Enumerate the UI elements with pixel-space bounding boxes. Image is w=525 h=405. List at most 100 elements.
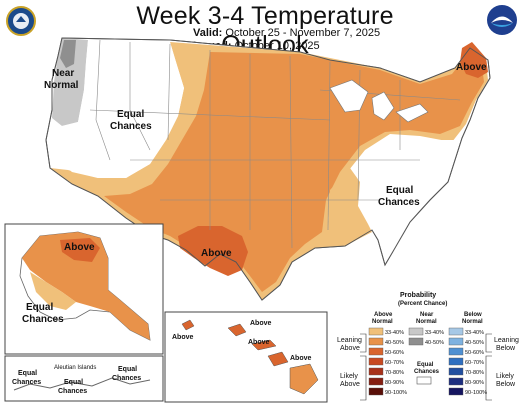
legend-likely-below-2: Below <box>496 381 516 388</box>
label-hawaii-above-3: Above <box>248 339 270 346</box>
legend-above-swatch-3 <box>368 357 384 366</box>
legend-above-label-6: 90-100% <box>385 390 407 396</box>
legend-above-swatch-0 <box>368 327 384 336</box>
label-equal-west-1: Equal <box>117 109 144 120</box>
legend-near-swatch-1 <box>408 337 424 346</box>
hawaii-maui <box>267 351 289 367</box>
label-alaska-equal-1: Equal <box>26 302 53 313</box>
label-above-texas: Above <box>201 248 232 259</box>
valid-line: Valid: October 25 - November 7, 2025 <box>193 27 380 39</box>
legend-near-header-2: Normal <box>416 319 437 325</box>
legend-below-label-2: 50-60% <box>465 350 484 356</box>
legend-above-swatch-2 <box>368 347 384 356</box>
legend-above-label-0: 33-40% <box>385 330 404 336</box>
legend-above-label-1: 40-50% <box>385 340 404 346</box>
legend: Probability (Percent Chance) Above Norma… <box>337 292 519 401</box>
equal-chances-east-region <box>358 140 456 262</box>
state-boundaries <box>89 39 461 249</box>
legend-below-label-5: 80-90% <box>465 380 484 386</box>
legend-above-header-2: Normal <box>372 319 393 325</box>
alaska-above-50-60 <box>60 238 100 262</box>
near-normal-33-40-region <box>52 38 88 126</box>
legend-bracket-leaning-below <box>485 333 492 353</box>
legend-near-label-1: 40-50% <box>425 340 444 346</box>
above-50-60-maine <box>460 42 488 78</box>
legend-below-label-0: 33-40% <box>465 330 484 336</box>
alaska-above-40-50 <box>22 232 150 340</box>
legend-title-1: Probability <box>400 292 436 299</box>
legend-likely-above-1: Likely <box>340 373 358 380</box>
hawaii-oahu <box>227 323 247 337</box>
above-50-60-texas <box>178 226 248 276</box>
legend-leaning-above-2: Above <box>340 345 360 352</box>
label-near-normal-1: Near <box>52 68 74 79</box>
doc-seal-logo <box>6 6 36 36</box>
label-equal-west-2: Chances <box>110 121 152 132</box>
valid-dates: October 25 - November 7, 2025 <box>225 27 381 39</box>
legend-below-swatch-4 <box>448 367 464 376</box>
legend-below-swatch-1 <box>448 337 464 346</box>
legend-above-label-2: 50-60% <box>385 350 404 356</box>
label-hawaii-above-2: Above <box>250 320 272 327</box>
legend-equal-2: Chances <box>414 369 440 375</box>
hawaii-big-island <box>289 363 319 395</box>
legend-below-label-6: 90-100% <box>465 390 487 396</box>
legend-below-label-3: 60-70% <box>465 360 484 366</box>
legend-below-label-1: 40-50% <box>465 340 484 346</box>
legend-above-label-3: 60-70% <box>385 360 404 366</box>
label-aleutian-equal-b2: Chances <box>58 388 87 395</box>
legend-equal-1: Equal <box>417 362 434 368</box>
label-near-normal-2: Normal <box>44 80 79 91</box>
label-alaska-above: Above <box>64 242 95 253</box>
legend-title-2: (Percent Chance) <box>398 301 447 307</box>
above-swatches: 33-40% 40-50% 50-60% 60-70% 70-80% 80-90% 90-1… <box>368 327 407 396</box>
equal-chances-west-region <box>56 40 184 178</box>
legend-leaning-below-2: Below <box>496 345 516 352</box>
legend-above-swatch-1 <box>368 337 384 346</box>
label-aleutian-equal-a1: Equal <box>18 370 37 377</box>
label-above-maine: Above <box>456 62 487 73</box>
noaa-logo <box>487 5 517 35</box>
legend-below-header-2: Normal <box>462 319 483 325</box>
legend-near-header-1: Near <box>420 312 434 318</box>
legend-likely-below-1: Likely <box>496 373 514 380</box>
seal-icon <box>13 13 29 29</box>
legend-above-swatch-6 <box>368 387 384 396</box>
label-alaska-equal-2: Chances <box>22 314 64 325</box>
valid-label: Valid: <box>193 27 223 39</box>
legend-bracket-likely-above <box>360 355 367 401</box>
aleutian-inset-frame <box>4 355 164 402</box>
aleutian-chain <box>13 377 151 391</box>
legend-likely-above-2: Above <box>340 381 360 388</box>
legend-bracket-likely-below <box>485 355 492 401</box>
label-aleutian-equal-a2: Chances <box>12 379 41 386</box>
below-swatches: 33-40% 40-50% 50-60% 60-70% 70-80% 80-90% 90-1… <box>448 327 487 396</box>
near-normal-40-50-region <box>60 40 76 68</box>
legend-above-label-4: 70-80% <box>385 370 404 376</box>
noaa-bird-icon <box>488 6 516 34</box>
label-aleutian-title: Aleutian Islands <box>54 365 96 371</box>
legend-below-swatch-3 <box>448 357 464 366</box>
label-hawaii-above-1: Above <box>172 334 194 341</box>
legend-leaning-below-1: Leaning <box>494 337 519 344</box>
legend-near-swatch-0 <box>408 327 424 336</box>
legend-below-swatch-5 <box>448 377 464 386</box>
legend-leaning-above-1: Leaning <box>337 337 362 344</box>
label-equal-east-1: Equal <box>386 185 413 196</box>
legend-below-swatch-6 <box>448 387 464 396</box>
near-swatches: 33-40% 40-50% <box>408 327 444 346</box>
legend-below-header-1: Below <box>464 312 482 318</box>
label-hawaii-above-4: Above <box>290 355 312 362</box>
legend-above-header-1: Above <box>374 312 393 318</box>
above-33-40-southeast <box>328 168 372 246</box>
legend-bracket-leaning-above <box>360 333 367 353</box>
label-equal-east-2: Chances <box>378 197 420 208</box>
legend-above-swatch-5 <box>368 377 384 386</box>
legend-near-label-0: 33-40% <box>425 330 444 336</box>
legend-below-swatch-2 <box>448 347 464 356</box>
alaska-above-33-40 <box>30 272 76 310</box>
legend-below-swatch-0 <box>448 327 464 336</box>
legend-above-label-5: 80-90% <box>385 380 404 386</box>
label-aleutian-equal-c1: Equal <box>118 366 137 373</box>
